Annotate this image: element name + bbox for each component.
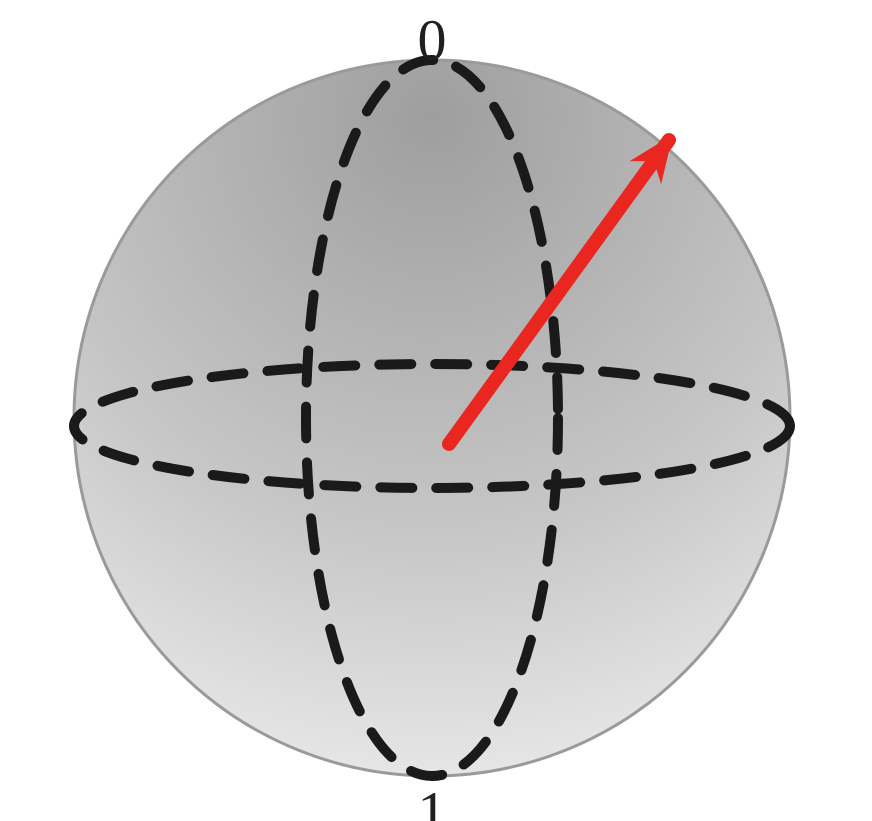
north-pole-label: 0 [418,7,447,72]
bloch-sphere-diagram: 0 1 [0,0,872,821]
south-pole-label: 1 [418,779,447,821]
sphere-body [74,60,790,776]
